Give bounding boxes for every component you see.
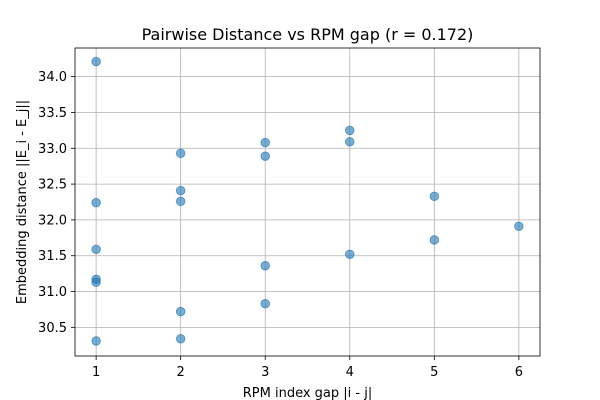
scatter-point [91, 244, 101, 254]
chart-title: Pairwise Distance vs RPM gap (r = 0.172) [142, 25, 474, 44]
scatter-point [91, 277, 101, 287]
axis-ticks: 1 2 3 4 5 6 30.5 31.0 31.5 32.0 32.5 33.0 33.5 34.0 [38, 70, 523, 380]
scatter-point [260, 151, 270, 161]
scatter-point [175, 148, 186, 158]
y-tick-label: 33.5 [38, 106, 67, 121]
scatter-point [260, 137, 270, 148]
x-tick-label: 4 [346, 365, 354, 380]
x-tick-label: 5 [430, 365, 438, 380]
plot-frame [74, 47, 541, 357]
x-tick-label: 1 [92, 365, 100, 380]
scatter-point [260, 261, 270, 271]
scatter-point [345, 249, 355, 259]
scatter-point [175, 334, 186, 344]
scatter-point [91, 336, 101, 346]
y-axis-label: Embedding distance ||E_i - E_j|| [15, 100, 30, 304]
x-axis-label: RPM index gap |i - j| [243, 386, 372, 400]
y-tick-label: 31.5 [38, 249, 67, 264]
y-tick-label: 32.5 [38, 178, 67, 193]
scatter-point [514, 221, 524, 232]
scatter-point [175, 196, 186, 206]
x-tick-label: 2 [177, 365, 185, 380]
y-tick-label: 32.0 [38, 213, 67, 228]
scatter-point [345, 137, 355, 147]
scatter-point [91, 56, 101, 67]
scatter-point [175, 185, 186, 196]
x-tick-label: 3 [261, 365, 269, 380]
x-tick-label: 6 [515, 365, 523, 380]
scatter-point [345, 125, 355, 136]
grid-lines [75, 48, 540, 356]
scatter-point [91, 198, 101, 208]
scatter-point [260, 299, 270, 309]
scatter-point [175, 306, 186, 317]
data-points [91, 56, 524, 346]
y-tick-label: 30.5 [38, 321, 67, 336]
y-tick-label: 31.0 [38, 285, 67, 300]
y-tick-label: 33.0 [38, 142, 67, 157]
scatter-point [429, 191, 440, 201]
y-tick-label: 34.0 [38, 70, 67, 85]
scatter-point [429, 235, 440, 245]
